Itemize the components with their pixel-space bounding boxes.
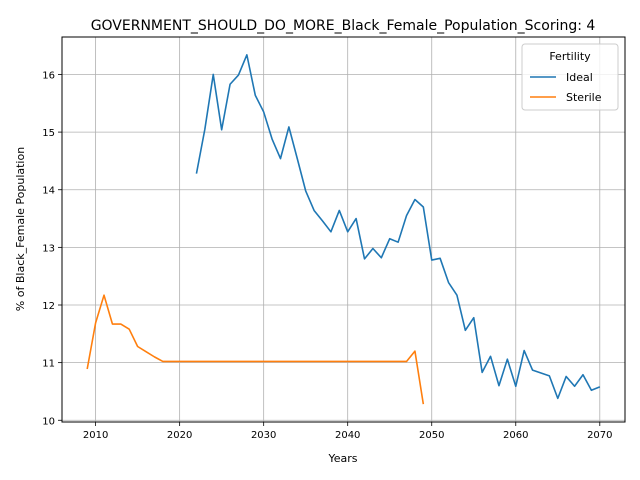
plot-frame	[61, 36, 626, 423]
legend-box	[521, 43, 619, 111]
series-line-ideal	[195, 54, 601, 400]
chart-title: GOVERNMENT_SHOULD_DO_MORE_Black_Female_P…	[91, 18, 596, 34]
y-axis-label: % of Black_Female Population	[14, 147, 27, 311]
legend-title: Fertility	[549, 50, 591, 63]
y-tick-label: 13	[42, 243, 55, 254]
x-tick-label: 2060	[503, 430, 528, 441]
legend: Fertility Ideal Sterile	[521, 43, 619, 111]
x-tick-label: 2050	[419, 430, 444, 441]
x-tick-label: 2070	[587, 430, 612, 441]
legend-label-ideal: Ideal	[566, 71, 593, 84]
x-axis-ticks: 2010 2020 2030 2040 2050 2060 2070	[83, 422, 613, 441]
y-tick-label: 15	[42, 128, 55, 139]
y-tick-label: 12	[42, 301, 55, 312]
x-tick-label: 2040	[335, 430, 360, 441]
x-tick-label: 2020	[167, 430, 192, 441]
legend-label-sterile: Sterile	[566, 91, 602, 104]
y-tick-label: 16	[42, 70, 55, 81]
x-tick-label: 2030	[251, 430, 276, 441]
y-tick-label: 10	[42, 416, 55, 427]
y-tick-label: 11	[42, 359, 55, 370]
series-line-sterile	[86, 294, 425, 405]
y-axis-ticks: 10 11 12 13 14 15 16	[42, 70, 62, 427]
x-axis-label: Years	[327, 452, 357, 465]
series-group	[86, 54, 601, 405]
x-tick-label: 2010	[83, 430, 108, 441]
y-tick-label: 14	[42, 186, 55, 197]
